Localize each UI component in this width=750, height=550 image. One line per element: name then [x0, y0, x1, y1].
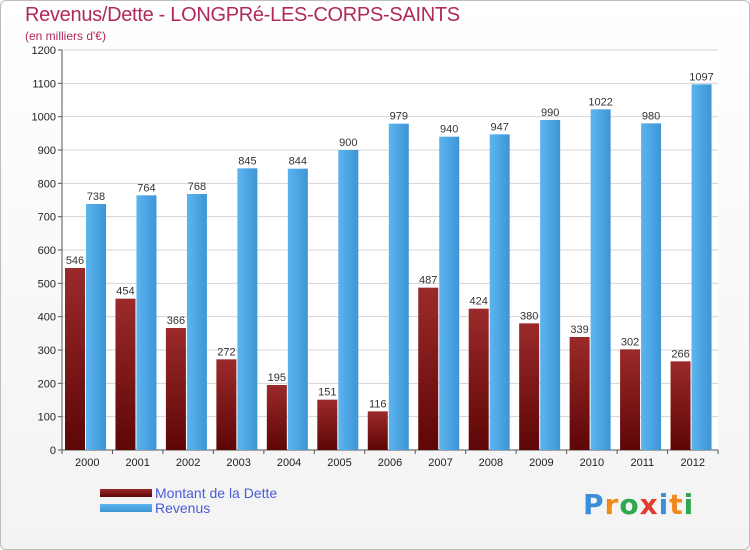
x-tick-label: 2001 [125, 457, 149, 469]
y-tick-label: 1100 [32, 78, 56, 90]
data-label-dette: 272 [217, 346, 235, 358]
data-label-revenus: 947 [491, 121, 509, 133]
data-label-revenus: 738 [87, 191, 105, 203]
bar-dette [216, 359, 237, 450]
bar-revenus [388, 123, 409, 451]
legend-swatch-revenus [100, 504, 152, 512]
legend-label-dette: Montant de la Dette [155, 485, 278, 501]
y-tick-label: 600 [38, 245, 56, 257]
data-label-dette: 116 [369, 398, 387, 410]
y-tick-label: 1000 [32, 112, 56, 124]
x-tick-label: 2009 [529, 457, 553, 469]
data-label-revenus: 764 [137, 182, 155, 194]
data-label-dette: 195 [268, 372, 286, 384]
y-tick-label: 0 [50, 445, 56, 457]
logo-letter: r [604, 488, 620, 521]
bar-dette [367, 411, 388, 450]
bar-revenus [641, 123, 662, 450]
bar-revenus [186, 194, 207, 450]
labels: 0 100 200 300 400 500 600 700 800 900 1000 1100 1200… [32, 45, 714, 469]
y-tick-label: 700 [38, 212, 56, 224]
data-label-revenus: 844 [289, 156, 307, 168]
y-tick-label: 300 [38, 345, 56, 357]
bar-revenus [489, 134, 510, 451]
data-label-revenus: 980 [642, 110, 660, 122]
y-tick-label: 800 [38, 178, 56, 190]
y-tick-label: 900 [38, 145, 56, 157]
bar-dette [620, 349, 641, 450]
data-label-dette: 151 [318, 387, 336, 399]
bar-revenus [590, 109, 611, 450]
bar-revenus [338, 150, 359, 450]
x-tick-label: 2012 [681, 457, 705, 469]
y-tick-label: 400 [38, 312, 56, 324]
data-label-dette: 339 [570, 324, 588, 336]
data-label-dette: 366 [167, 315, 185, 327]
bar-dette [418, 287, 439, 450]
logo-letter: P [583, 488, 605, 521]
data-label-revenus: 979 [390, 111, 408, 123]
bar-revenus [237, 168, 258, 451]
data-label-dette: 266 [671, 348, 689, 360]
logo-letter: t [669, 488, 684, 521]
bar-revenus [439, 136, 460, 450]
x-tick-label: 2007 [428, 457, 452, 469]
logo-letter: i [658, 488, 670, 521]
bar-revenus [540, 120, 561, 450]
y-tick-label: 1200 [32, 45, 56, 57]
data-label-revenus: 845 [238, 155, 256, 167]
y-tick-label: 100 [38, 412, 56, 424]
chart-subtitle: (en milliers d'€) [25, 29, 106, 43]
x-tick-label: 2006 [378, 457, 402, 469]
x-tick-label: 2008 [479, 457, 503, 469]
x-tick-label: 2011 [630, 457, 654, 469]
bar-dette [468, 308, 489, 450]
bar-dette [65, 268, 85, 450]
y-tick-label: 500 [38, 278, 56, 290]
data-label-revenus: 1097 [689, 71, 713, 83]
bar-dette [165, 328, 186, 450]
bar-revenus [86, 204, 106, 450]
y-tick-label: 200 [38, 378, 56, 390]
logo-letter: i [683, 488, 695, 521]
x-tick-label: 2010 [580, 457, 604, 469]
bar-dette [569, 337, 590, 450]
bar-dette [519, 323, 540, 450]
x-tick-label: 2004 [277, 457, 301, 469]
x-tick-label: 2000 [75, 457, 99, 469]
data-label-dette: 546 [66, 255, 84, 267]
data-label-dette: 487 [419, 275, 437, 287]
x-tick-label: 2003 [226, 457, 250, 469]
data-label-revenus: 900 [339, 137, 357, 149]
logo-letter: x [639, 488, 659, 521]
bar-revenus [287, 168, 308, 450]
legend-label-revenus: Revenus [155, 500, 211, 516]
x-tick-label: 2002 [176, 457, 200, 469]
bar-dette [317, 399, 338, 450]
proxiti-logo: Proxiti [583, 488, 694, 521]
bar-revenus [136, 195, 157, 450]
chart-title: Revenus/Dette - LONGPRé-LES-CORPS-SAINTS [25, 4, 460, 26]
bar-dette [115, 298, 136, 450]
x-tick-label: 2005 [327, 457, 351, 469]
data-label-dette: 424 [470, 296, 488, 308]
data-label-revenus: 768 [188, 181, 206, 193]
legend-swatch-dette [100, 489, 152, 497]
data-label-revenus: 1022 [588, 96, 612, 108]
logo-letter: o [619, 488, 640, 521]
bars [65, 84, 712, 451]
data-label-dette: 380 [520, 310, 538, 322]
bar-revenus [691, 84, 712, 450]
bar-dette [266, 385, 287, 450]
bar-dette [670, 361, 691, 450]
data-label-dette: 302 [621, 336, 639, 348]
data-label-dette: 454 [116, 286, 134, 298]
data-label-revenus: 990 [541, 107, 559, 119]
data-label-revenus: 940 [440, 124, 458, 136]
